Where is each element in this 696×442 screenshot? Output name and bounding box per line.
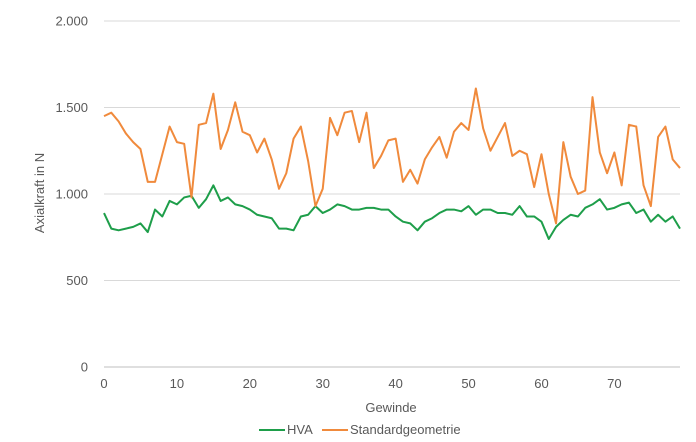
y-tick-label: 500 (66, 273, 88, 288)
legend-label-hva: HVA (287, 422, 313, 437)
y-tick-label: 1.500 (55, 100, 88, 115)
x-axis-title: Gewinde (365, 400, 416, 415)
x-tick-label: 10 (170, 376, 184, 391)
gridlines (104, 20, 680, 281)
legend-label-standardgeometrie: Standardgeometrie (350, 422, 461, 437)
axes: 0 500 1.000 1.500 2.000 0 10 20 30 40 50 60 70 (55, 14, 680, 391)
x-tick-label: 20 (243, 376, 257, 391)
y-axis-title: Axialkraft in N (32, 153, 47, 233)
y-tick-label: 1.000 (55, 187, 88, 202)
x-tick-label: 0 (100, 376, 107, 391)
y-tick-label: 0 (81, 360, 88, 375)
x-tick-label: 60 (534, 376, 548, 391)
x-tick-label: 40 (388, 376, 402, 391)
x-tick-label: 30 (315, 376, 329, 391)
y-tick-label: 2.000 (55, 14, 88, 29)
series-layer (103, 87, 681, 240)
x-tick-label: 70 (607, 376, 621, 391)
legend: HVA Standardgeometrie (259, 422, 461, 437)
series-line-hva (103, 184, 681, 240)
x-tick-label: 50 (461, 376, 475, 391)
series-line-standardgeometrie (103, 87, 681, 225)
